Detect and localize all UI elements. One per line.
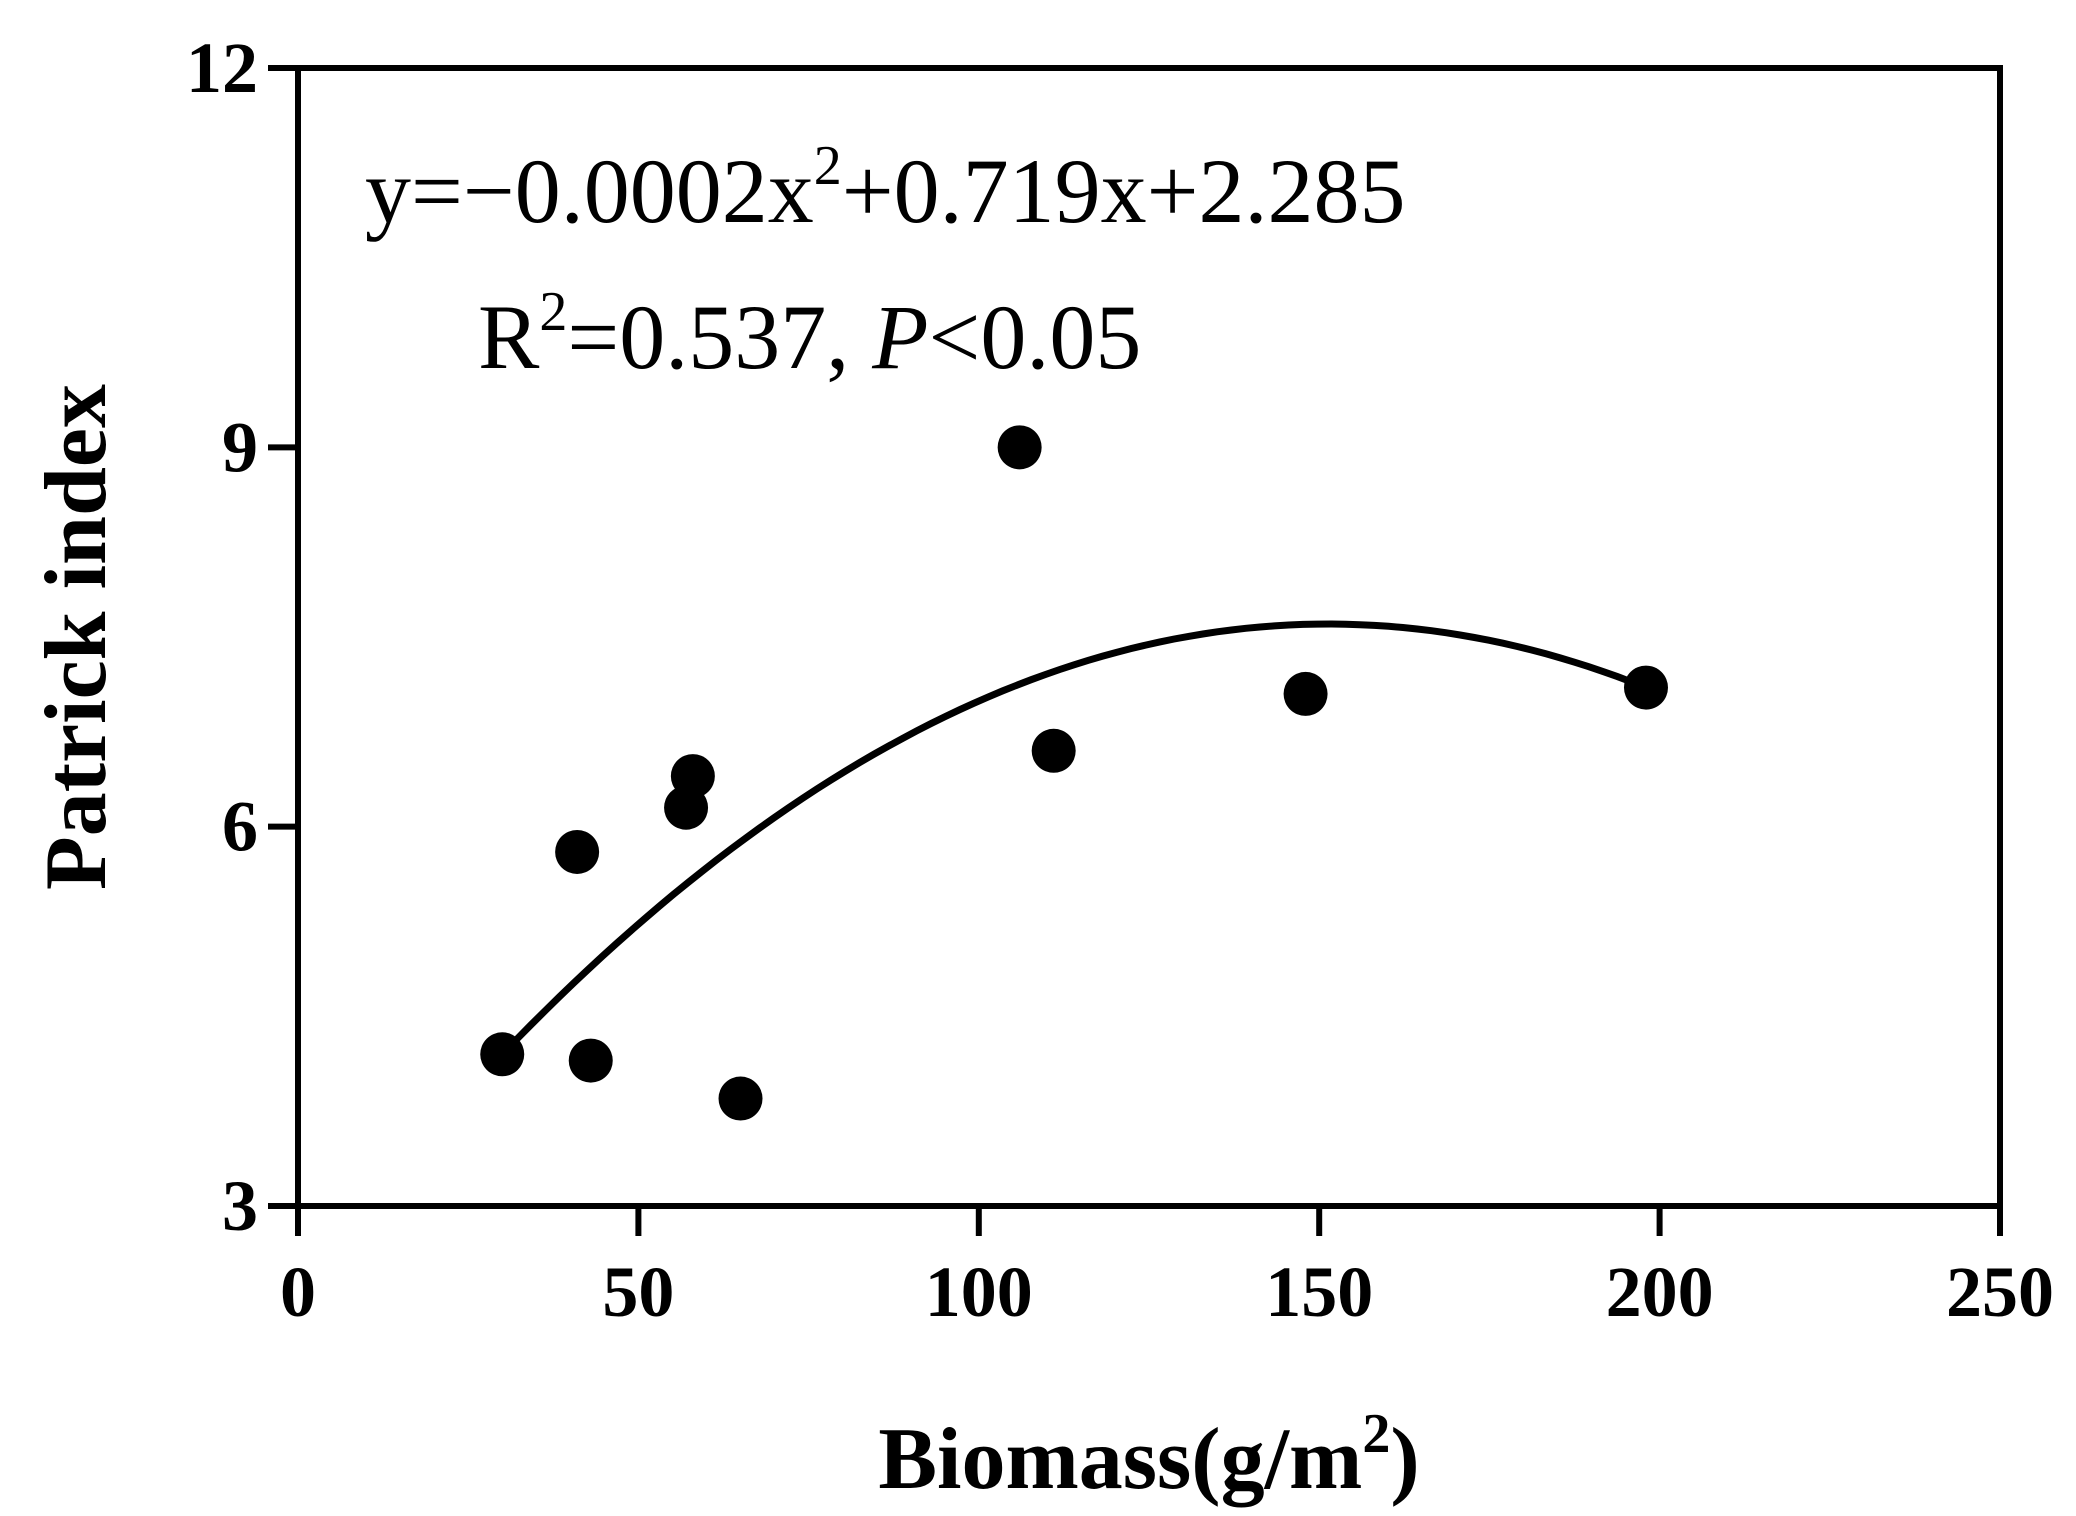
data-point xyxy=(670,754,715,799)
p-symbol: P xyxy=(871,286,928,388)
data-point xyxy=(1283,671,1328,716)
x-tick-label: 250 xyxy=(1946,1252,2054,1332)
x-axis-title: Biomass(g/m2) xyxy=(878,1403,1419,1508)
data-point xyxy=(568,1038,613,1083)
fit-curve-layer xyxy=(499,620,1648,1057)
x-tick-label: 50 xyxy=(602,1252,674,1332)
plot-frame xyxy=(295,65,2003,1209)
data-point xyxy=(555,829,600,874)
x-tick-label: 0 xyxy=(280,1252,316,1332)
y-tick-label: 12 xyxy=(186,28,258,108)
x-tick-label: 100 xyxy=(925,1252,1033,1332)
x-axis-title-superscript: 2 xyxy=(1362,1403,1390,1465)
fit-curve xyxy=(499,620,1648,1057)
equation-superscript: 2 xyxy=(814,135,842,197)
r-squared-annotation: R2=0.537, P<0.05 xyxy=(478,281,1141,388)
data-point xyxy=(1623,665,1668,710)
x-axis-title-main: Biomass(g/m xyxy=(878,1411,1362,1508)
r-squared-part-b: =0.537, xyxy=(567,286,872,388)
data-point xyxy=(480,1032,525,1077)
r-squared-part-c: <0.05 xyxy=(928,286,1141,388)
x-tick-label: 200 xyxy=(1606,1252,1714,1332)
equation-part-b: 0.0002x xyxy=(515,140,814,242)
y-tick-label: 9 xyxy=(222,407,258,487)
plot-border xyxy=(295,65,2003,1209)
y-tick-label: 3 xyxy=(222,1166,258,1246)
x-tick-label: 150 xyxy=(1265,1252,1373,1332)
data-point xyxy=(718,1076,763,1121)
data-points xyxy=(480,425,1668,1121)
y-axis-ticks: 3 6 9 12 xyxy=(186,28,298,1246)
y-axis-title: Patrick index xyxy=(28,384,125,890)
r-squared-part-a: R xyxy=(478,286,540,388)
y-tick-label: 6 xyxy=(222,787,258,867)
r-squared-superscript: 2 xyxy=(539,281,567,343)
data-point xyxy=(997,425,1042,470)
data-point xyxy=(1031,728,1076,773)
equation-annotation: y=−0.0002x2+0.719x+2.285 xyxy=(365,135,1406,242)
x-axis-title-close: ) xyxy=(1390,1411,1419,1508)
x-axis-ticks: 0 50 100 150 200 250 xyxy=(280,1206,2054,1332)
equation-part-c: +0.719x+2.285 xyxy=(842,140,1406,242)
equation-part-a: y=− xyxy=(365,140,515,242)
